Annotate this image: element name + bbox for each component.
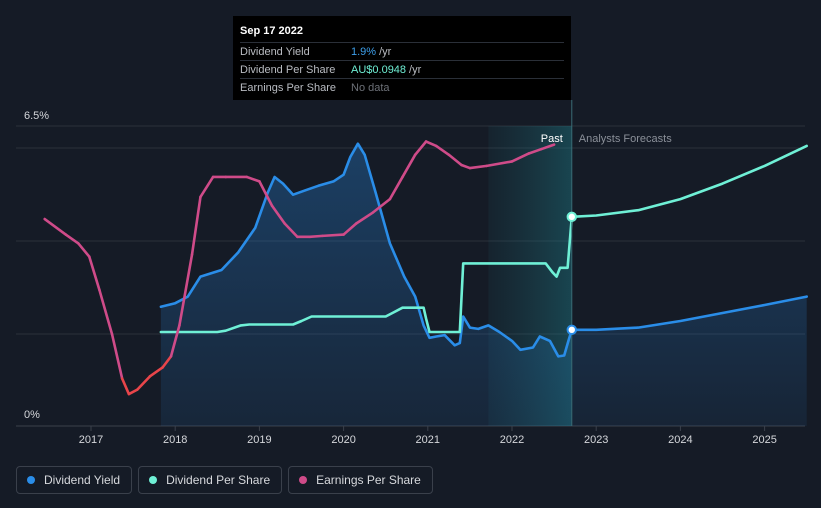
legend-label: Dividend Per Share xyxy=(166,473,271,487)
legend-item-earnings-per-share[interactable]: Earnings Per Share xyxy=(288,466,433,494)
series-line-segment xyxy=(245,175,261,183)
series-line-segment xyxy=(308,234,324,239)
series-line-segment xyxy=(321,233,345,238)
series-line-segment xyxy=(88,255,101,292)
series-line-segment xyxy=(43,217,68,236)
legend-item-dividend-per-share[interactable]: Dividend Per Share xyxy=(138,466,283,494)
series-line-segment xyxy=(120,377,131,396)
series-line-segment xyxy=(447,153,463,167)
series-line-segment xyxy=(354,211,375,225)
series-area xyxy=(571,296,807,426)
tooltip-row-earnings-per-share: Earnings Per Share No data xyxy=(240,78,564,96)
series-line-segment xyxy=(485,160,514,168)
series-area xyxy=(160,143,572,426)
series-line-segment xyxy=(64,233,80,245)
tooltip-label: Dividend Per Share xyxy=(240,63,336,76)
x-tick-label: 2023 xyxy=(584,434,608,446)
series-line-segment xyxy=(127,388,139,396)
forecast-label: Analysts Forecasts xyxy=(579,133,672,145)
legend-dot-icon xyxy=(299,476,308,484)
series-line-segment xyxy=(527,147,543,155)
series-line-segment xyxy=(110,332,124,380)
legend-dot-icon xyxy=(149,476,158,484)
tooltip-row-dividend-yield: Dividend Yield 1.9% /yr xyxy=(240,42,564,60)
past-label: Past xyxy=(541,133,563,145)
x-tick-label: 2022 xyxy=(500,434,524,446)
series-line-segment xyxy=(434,144,451,157)
x-axis-ticks: 2017 2018 2019 2020 2021 2022 2023 2024 2025 xyxy=(79,426,777,446)
x-tick-label: 2025 xyxy=(752,434,776,446)
tooltip-value: AU$0.0948 xyxy=(351,63,407,76)
legend-label: Dividend Yield xyxy=(44,473,121,487)
series-line-segment xyxy=(510,152,531,163)
markers xyxy=(566,211,577,336)
series-line-segment xyxy=(258,180,274,208)
series-line-segment xyxy=(77,242,91,259)
tooltip-unit: /yr xyxy=(409,63,422,76)
series-line-segment xyxy=(460,163,472,170)
series-line-segment xyxy=(169,324,181,358)
series-line-segment xyxy=(413,140,428,157)
series-line-segment xyxy=(283,222,299,239)
series-line-segment xyxy=(401,153,417,179)
series-line-segment xyxy=(540,143,556,151)
series-line xyxy=(159,215,574,334)
legend-dot-icon xyxy=(27,476,35,484)
x-tick-label: 2019 xyxy=(247,434,271,446)
series-line-segment xyxy=(270,204,286,225)
x-tick-label: 2017 xyxy=(79,434,103,446)
series-lines xyxy=(43,140,808,396)
tooltip-label: Earnings Per Share xyxy=(240,81,336,94)
series-marker xyxy=(566,324,577,336)
series-line-segment xyxy=(199,175,215,199)
legend-item-dividend-yield[interactable]: Dividend Yield xyxy=(16,466,133,494)
series-line-segment xyxy=(388,175,404,201)
tooltip-label: Dividend Yield xyxy=(240,45,310,58)
series-marker xyxy=(566,211,577,223)
series-line xyxy=(570,295,808,332)
series-line-segment xyxy=(190,195,202,256)
x-tick-label: 2024 xyxy=(668,434,692,446)
series-line-segment xyxy=(161,355,173,369)
series-line-segment xyxy=(136,375,152,391)
tooltip-row-dividend-per-share: Dividend Per Share AU$0.0948 /yr xyxy=(240,60,564,78)
tooltip-value: 1.9% xyxy=(351,45,377,58)
legend-label: Earnings Per Share xyxy=(316,473,421,487)
chart-tooltip: Sep 17 2022 Dividend Yield 1.9% /yr Divi… xyxy=(233,16,571,100)
y-axis-bottom-label: 0% xyxy=(24,409,40,421)
series-line-segment xyxy=(371,197,392,214)
chart-legend: Dividend Yield Dividend Per Share Earnin… xyxy=(16,466,433,494)
series-line-segment xyxy=(342,222,358,236)
tooltip-unit: /yr xyxy=(379,45,392,58)
tooltip-value: No data xyxy=(351,81,390,94)
x-tick-label: 2021 xyxy=(416,434,440,446)
y-axis-top-label: 6.5% xyxy=(24,110,49,122)
series-line-segment xyxy=(98,288,114,336)
x-tick-label: 2018 xyxy=(163,434,187,446)
series-line-segment xyxy=(424,140,438,148)
series-line xyxy=(159,142,574,358)
x-tick-label: 2020 xyxy=(331,434,355,446)
series-line-segment xyxy=(178,253,194,327)
area-fills xyxy=(160,143,807,426)
series-line-segment xyxy=(468,164,489,170)
series-line xyxy=(570,144,808,219)
tooltip-date: Sep 17 2022 xyxy=(240,25,303,37)
series-line-segment xyxy=(148,366,164,378)
